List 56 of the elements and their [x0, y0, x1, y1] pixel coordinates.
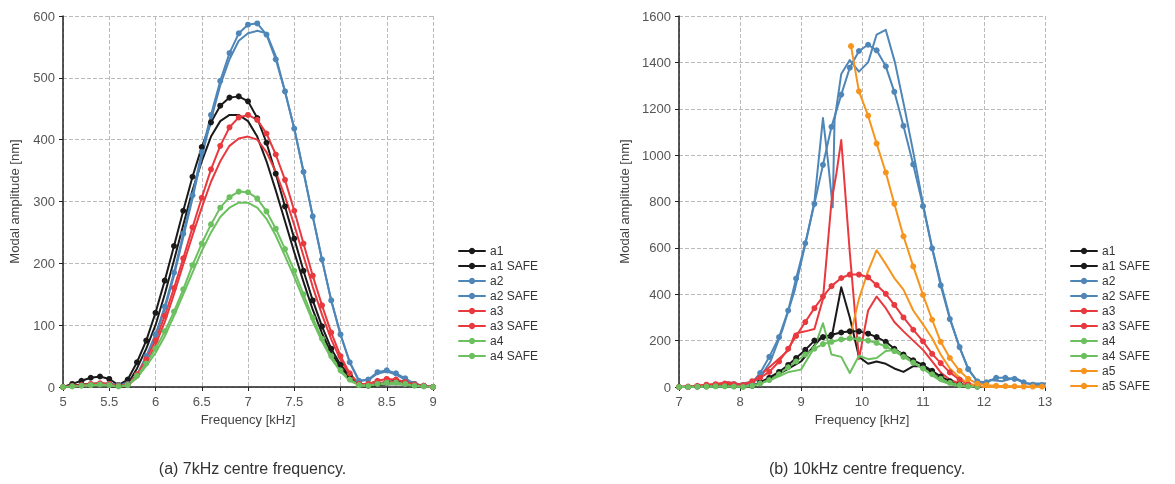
y-tick-label: 300	[33, 194, 55, 209]
y-tick-label: 800	[649, 194, 671, 209]
y-tick-label: 1400	[642, 54, 671, 70]
legend-label: a3	[1102, 304, 1116, 318]
x-tick-label: 13	[1037, 394, 1053, 409]
legend-label: a5 SAFE	[1102, 379, 1151, 393]
legend-label: a1 SAFE	[1102, 259, 1151, 273]
y-tick-label: 1200	[642, 101, 671, 117]
x-tick-label: 9	[797, 394, 805, 409]
x-tick-label: 11	[916, 394, 930, 409]
x-tick-label: 7.5	[285, 394, 304, 409]
y-tick-label: 1600	[642, 8, 671, 24]
y-tick-label: 600	[649, 240, 671, 256]
legend-label: a5	[1102, 364, 1116, 378]
x-tick-label: 7	[244, 394, 252, 409]
x-tick-label: 8	[736, 394, 744, 409]
x-tick-label: 10	[854, 394, 870, 409]
y-tick-label: 500	[33, 70, 55, 86]
x-tick-label: 8.5	[377, 394, 396, 409]
y-tick-label: 200	[33, 255, 55, 271]
x-tick-label: 6	[151, 394, 160, 409]
legend-label: a4	[490, 334, 504, 348]
y-tick-label: 0	[47, 379, 55, 395]
legend-label: a3	[490, 304, 504, 318]
x-tick-label: 12	[976, 394, 992, 409]
y-axis-title: Modal amplitude [nm]	[617, 139, 633, 264]
legend-label: a2	[490, 274, 504, 288]
legend-label: a2 SAFE	[1102, 289, 1151, 303]
legend-label: a1	[1102, 244, 1116, 258]
x-tick-label: 7	[675, 394, 683, 409]
x-tick-label: 8	[336, 394, 345, 409]
x-tick-label: 9	[429, 394, 437, 409]
y-tick-label: 0	[663, 379, 671, 395]
legend-label: a2	[1102, 274, 1116, 288]
legend-label: a3 SAFE	[490, 319, 539, 333]
legend-label: a3 SAFE	[1102, 319, 1151, 333]
legend-label: a4 SAFE	[1102, 349, 1151, 363]
legend-label: a2 SAFE	[490, 289, 539, 303]
y-tick-label: 600	[33, 8, 55, 24]
x-tick-label: 5	[59, 394, 67, 409]
legend-label: a4 SAFE	[490, 349, 539, 363]
x-axis-title: Frequency [kHz]	[814, 411, 910, 427]
y-tick-label: 200	[649, 333, 671, 349]
legend-label: a4	[1102, 334, 1116, 348]
x-axis-title: Frequency [kHz]	[200, 411, 296, 427]
x-tick-label: 6.5	[192, 394, 211, 409]
y-axis-title: Modal amplitude [nm]	[7, 139, 22, 264]
text: (a) 7kHz centre frequency.	[158, 459, 347, 477]
y-tick-label: 400	[649, 286, 671, 302]
legend-label: a1	[490, 244, 504, 258]
text: (b) 10kHz centre frequency.	[768, 459, 966, 477]
y-tick-label: 1000	[642, 147, 671, 163]
x-tick-label: 5.5	[100, 394, 119, 409]
y-tick-label: 100	[33, 317, 55, 333]
legend-label: a1 SAFE	[490, 259, 539, 273]
y-tick-label: 400	[33, 132, 55, 148]
